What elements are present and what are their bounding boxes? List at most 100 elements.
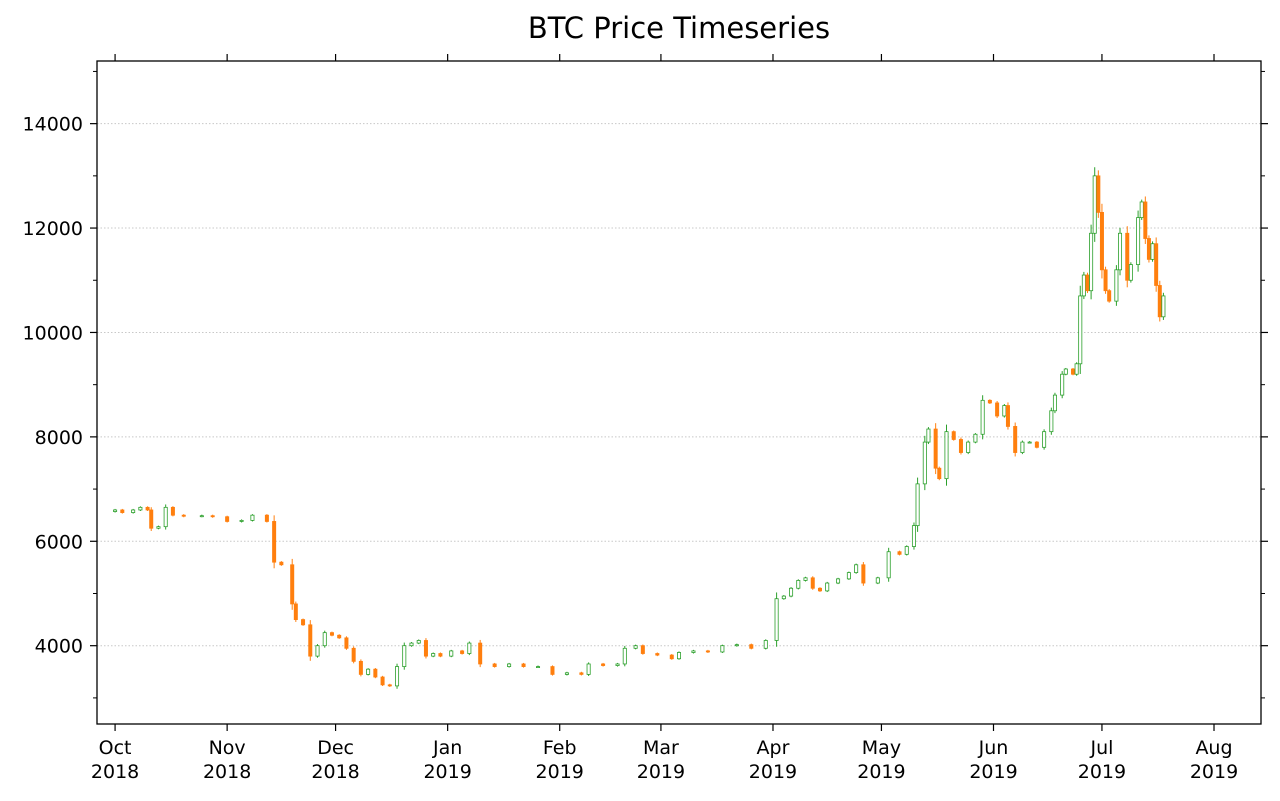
candle-body bbox=[1005, 405, 1010, 427]
candle-body bbox=[922, 441, 927, 485]
candle-body bbox=[225, 516, 230, 522]
candle-body bbox=[138, 506, 143, 511]
axes: 400060008000100001200014000Oct2018Nov201… bbox=[23, 54, 1268, 783]
candle-body bbox=[293, 603, 298, 620]
candle-body bbox=[163, 506, 168, 528]
candle-body bbox=[911, 525, 916, 547]
candle-body bbox=[358, 660, 363, 675]
candle-body bbox=[1074, 363, 1079, 375]
candle-body bbox=[973, 433, 978, 443]
candle-body bbox=[937, 467, 942, 480]
candle-body bbox=[904, 546, 909, 555]
x-tick-label-year: 2019 bbox=[1078, 761, 1126, 783]
candle-body bbox=[1042, 431, 1047, 448]
plot-frame bbox=[96, 60, 1262, 725]
candle-body bbox=[763, 640, 768, 649]
candle-body bbox=[1020, 441, 1025, 453]
candle-body bbox=[669, 654, 674, 660]
candle-body bbox=[149, 509, 154, 529]
x-tick-label-year: 2019 bbox=[749, 761, 797, 783]
candle-body bbox=[113, 509, 118, 512]
candle-body bbox=[1071, 368, 1076, 375]
candle-body bbox=[897, 551, 902, 555]
x-tick-label-year: 2019 bbox=[536, 761, 584, 783]
candle-body bbox=[836, 578, 841, 584]
candle-body bbox=[1118, 232, 1123, 271]
candle-body bbox=[199, 515, 204, 518]
candle-body bbox=[1013, 426, 1018, 453]
candle-body bbox=[951, 431, 956, 440]
candle-body bbox=[995, 402, 1000, 417]
candle-body bbox=[944, 431, 949, 480]
candle-body bbox=[1081, 274, 1086, 297]
x-tick-label-month: Feb bbox=[543, 737, 577, 759]
candle-body bbox=[210, 515, 215, 518]
candle-body bbox=[774, 598, 779, 641]
y-tick-label: 14000 bbox=[23, 114, 83, 136]
candle-body bbox=[301, 619, 306, 626]
candle-body bbox=[705, 650, 710, 653]
candle-body bbox=[380, 676, 385, 686]
candle-body bbox=[170, 506, 175, 516]
candle-body bbox=[239, 520, 244, 522]
candle-body bbox=[156, 526, 161, 529]
candle-body bbox=[1089, 232, 1094, 292]
candle-body bbox=[781, 595, 786, 600]
candle-body bbox=[1114, 269, 1119, 302]
candle-body bbox=[1154, 243, 1159, 286]
candle-body bbox=[886, 551, 891, 579]
y-tick-label: 8000 bbox=[35, 427, 83, 449]
x-tick-label-year: 2019 bbox=[637, 761, 685, 783]
candle-body bbox=[550, 666, 555, 675]
candle-body bbox=[933, 428, 938, 469]
candle-body bbox=[344, 637, 349, 649]
candle-body bbox=[438, 653, 443, 657]
candle-body bbox=[329, 632, 334, 636]
candle-body bbox=[1063, 368, 1068, 375]
candle-body bbox=[1099, 211, 1104, 271]
candle-body bbox=[423, 640, 428, 657]
candle-body bbox=[536, 666, 541, 668]
candle-body bbox=[966, 441, 971, 453]
candle-body bbox=[615, 663, 620, 666]
candle-body bbox=[460, 650, 465, 654]
candle-body bbox=[1092, 175, 1097, 234]
candle-body bbox=[915, 483, 920, 527]
candle-body bbox=[720, 645, 725, 653]
candle-body bbox=[622, 647, 627, 665]
candle-body bbox=[861, 564, 866, 584]
candle-body bbox=[1002, 405, 1007, 417]
chart-title: BTC Price Timeseries bbox=[528, 11, 830, 45]
candle-body bbox=[810, 577, 815, 589]
x-tick-label-month: Jan bbox=[432, 737, 462, 759]
candle-body bbox=[1096, 175, 1101, 213]
candle-body bbox=[250, 514, 255, 521]
candle-body bbox=[1146, 238, 1151, 260]
candle-body bbox=[987, 399, 992, 404]
y-tick-label: 10000 bbox=[23, 322, 83, 344]
candle-body bbox=[1139, 201, 1144, 219]
candle-body bbox=[980, 399, 985, 435]
candle-body bbox=[1060, 373, 1065, 396]
candle-body bbox=[1027, 441, 1032, 444]
candlestick-series bbox=[113, 167, 1166, 689]
y-tick-label: 6000 bbox=[35, 531, 83, 553]
candle-body bbox=[492, 663, 497, 667]
candle-body bbox=[825, 582, 830, 592]
x-tick-label-month: May bbox=[862, 737, 901, 759]
candle-body bbox=[290, 564, 295, 605]
x-tick-label-month: Oct bbox=[99, 737, 132, 759]
candle-body bbox=[409, 642, 414, 647]
candle-body bbox=[1125, 232, 1130, 281]
candle-body bbox=[734, 644, 739, 647]
candle-body bbox=[387, 684, 392, 687]
x-tick-label-year: 2019 bbox=[857, 761, 905, 783]
candle-body bbox=[120, 509, 125, 513]
candle-body bbox=[601, 663, 606, 666]
candle-body bbox=[633, 645, 638, 649]
candle-body bbox=[875, 577, 880, 584]
candle-body bbox=[431, 653, 436, 657]
x-tick-label-year: 2019 bbox=[969, 761, 1017, 783]
